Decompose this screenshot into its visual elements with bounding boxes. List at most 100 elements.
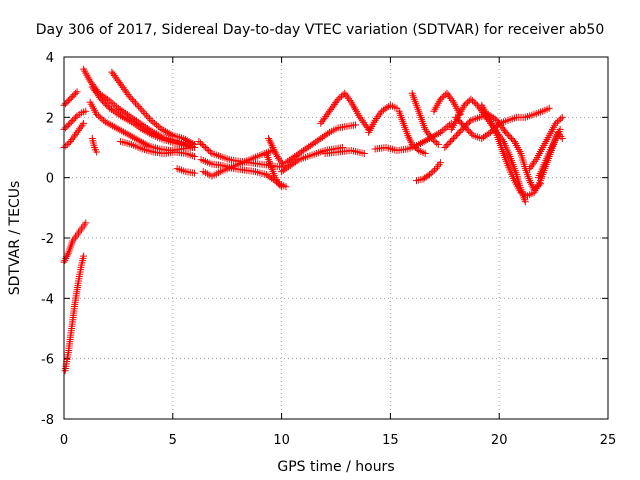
data-point-marker	[116, 106, 124, 114]
data-point-marker	[265, 136, 273, 144]
series-s18	[282, 121, 360, 167]
data-point-marker	[74, 127, 82, 135]
data-point-marker	[134, 136, 142, 144]
data-point-marker	[486, 128, 494, 136]
data-point-marker	[441, 144, 449, 151]
data-point-marker	[436, 95, 444, 103]
data-point-marker	[451, 133, 459, 141]
data-point-marker	[273, 153, 281, 161]
data-point-marker	[276, 181, 284, 189]
data-point-marker	[503, 130, 511, 138]
data-point-marker	[446, 93, 454, 101]
data-point-marker	[138, 138, 146, 146]
data-point-marker	[69, 134, 77, 142]
data-point-marker	[100, 116, 108, 124]
data-point-marker	[440, 92, 448, 100]
data-point-marker	[558, 113, 566, 121]
data-point-marker	[427, 169, 435, 177]
data-point-marker	[67, 118, 75, 126]
data-point-marker	[151, 119, 159, 127]
data-point-marker	[120, 114, 128, 122]
data-point-marker	[112, 124, 120, 132]
data-point-marker	[63, 98, 71, 106]
x-tick-label: 0	[60, 433, 68, 448]
data-point-marker	[131, 99, 139, 107]
data-point-marker	[334, 95, 342, 103]
data-point-marker	[435, 129, 443, 137]
data-point-marker	[452, 131, 460, 139]
data-point-marker	[430, 166, 438, 174]
data-point-marker	[69, 116, 77, 124]
y-tick-label: 2	[46, 111, 54, 126]
data-point-marker	[462, 124, 470, 132]
data-point-marker	[465, 118, 473, 126]
data-point-marker	[80, 119, 88, 127]
data-point-marker	[375, 111, 383, 119]
data-point-marker	[422, 136, 430, 144]
data-point-marker	[147, 116, 155, 124]
data-point-marker	[205, 147, 213, 155]
data-point-marker	[136, 137, 144, 145]
series-s19	[278, 144, 347, 176]
data-point-marker	[136, 104, 144, 112]
data-point-marker	[488, 127, 496, 135]
data-point-marker	[141, 109, 149, 117]
data-point-marker	[555, 116, 563, 124]
data-point-marker	[434, 140, 442, 148]
data-point-marker	[107, 121, 115, 129]
data-point-marker	[125, 131, 133, 139]
data-point-marker	[130, 97, 138, 105]
data-point-marker	[558, 134, 566, 142]
data-point-marker	[197, 139, 205, 147]
data-point-marker	[103, 119, 111, 127]
data-point-marker	[110, 123, 118, 131]
data-point-marker	[80, 252, 88, 260]
data-point-marker	[424, 129, 432, 137]
data-point-marker	[454, 130, 462, 138]
data-point-marker	[201, 144, 209, 151]
data-point-marker	[372, 115, 380, 123]
data-point-marker	[455, 128, 463, 136]
data-point-marker	[438, 94, 446, 102]
data-point-marker	[106, 104, 114, 112]
data-point-marker	[62, 255, 70, 263]
data-point-marker	[62, 142, 70, 150]
data-point-marker	[82, 107, 90, 115]
data-point-marker	[269, 144, 277, 151]
data-point-marker	[418, 138, 426, 146]
data-point-marker	[266, 138, 274, 146]
data-point-marker	[126, 117, 134, 125]
data-point-marker	[553, 118, 561, 126]
data-point-marker	[404, 131, 412, 139]
data-point-marker	[94, 112, 102, 120]
data-point-marker	[154, 122, 162, 130]
data-point-marker	[460, 122, 468, 130]
data-point-marker	[144, 113, 152, 121]
data-point-marker	[63, 122, 71, 130]
data-point-marker	[468, 130, 476, 138]
x-tick-label: 25	[600, 433, 617, 448]
data-point-marker	[158, 125, 166, 133]
data-point-marker	[421, 150, 429, 158]
data-point-marker	[97, 95, 105, 103]
data-point-marker	[167, 130, 175, 138]
data-point-marker	[557, 115, 565, 123]
data-point-marker	[116, 126, 124, 134]
data-point-marker	[408, 140, 416, 148]
data-point-marker	[206, 148, 214, 156]
data-point-marker	[376, 109, 384, 117]
data-point-marker	[442, 142, 450, 150]
data-point-marker	[271, 147, 279, 155]
data-point-marker	[203, 145, 211, 153]
data-point-marker	[531, 157, 539, 165]
data-point-marker	[428, 134, 436, 142]
data-point-marker	[421, 125, 429, 133]
data-point-marker	[128, 96, 136, 104]
data-point-marker	[145, 115, 153, 123]
data-point-marker	[191, 169, 199, 177]
data-point-marker	[431, 137, 439, 145]
data-point-marker	[67, 94, 75, 102]
data-point-marker	[433, 139, 441, 147]
data-point-marker	[505, 131, 513, 139]
